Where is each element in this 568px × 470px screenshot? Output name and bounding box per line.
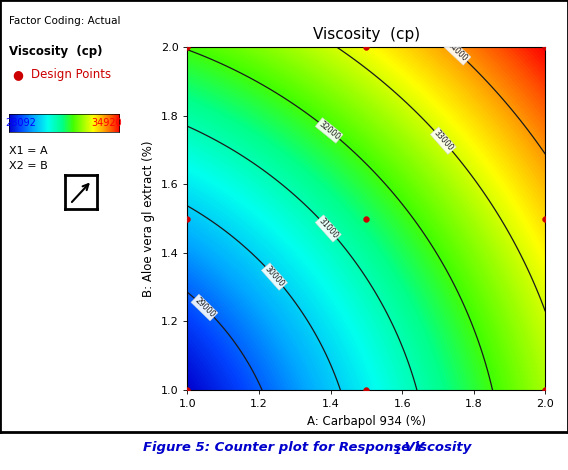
Point bbox=[183, 43, 192, 51]
Text: Factor Coding: Actual: Factor Coding: Actual bbox=[9, 16, 120, 26]
Text: 31000: 31000 bbox=[317, 217, 340, 241]
Text: 30000: 30000 bbox=[263, 265, 286, 289]
Point bbox=[541, 215, 550, 222]
Text: Viscosity: Viscosity bbox=[400, 440, 472, 454]
Text: 34920: 34920 bbox=[91, 118, 122, 128]
Text: 1: 1 bbox=[394, 446, 401, 456]
Point bbox=[362, 386, 371, 394]
Title: Viscosity  (cp): Viscosity (cp) bbox=[313, 27, 420, 42]
Point bbox=[541, 43, 550, 51]
Point bbox=[183, 215, 192, 222]
Text: 34000: 34000 bbox=[445, 40, 469, 63]
Y-axis label: B: Aloe vera gl extract (%): B: Aloe vera gl extract (%) bbox=[142, 141, 155, 297]
Point bbox=[541, 386, 550, 394]
Text: Viscosity  (cp): Viscosity (cp) bbox=[9, 45, 102, 58]
Text: ●: ● bbox=[12, 68, 23, 81]
X-axis label: A: Carbapol 934 (%): A: Carbapol 934 (%) bbox=[307, 415, 426, 428]
Point bbox=[183, 386, 192, 394]
Text: 32000: 32000 bbox=[317, 119, 341, 141]
Text: X2 = B: X2 = B bbox=[9, 161, 47, 171]
Point bbox=[362, 215, 371, 222]
Text: Figure 5: Counter plot for Response Y: Figure 5: Counter plot for Response Y bbox=[143, 440, 425, 454]
Text: 33000: 33000 bbox=[432, 129, 455, 153]
Text: X1 = A: X1 = A bbox=[9, 146, 47, 156]
Text: Design Points: Design Points bbox=[31, 68, 111, 81]
Text: 28092: 28092 bbox=[6, 118, 36, 128]
Text: 29000: 29000 bbox=[193, 296, 216, 319]
Point bbox=[362, 43, 371, 51]
